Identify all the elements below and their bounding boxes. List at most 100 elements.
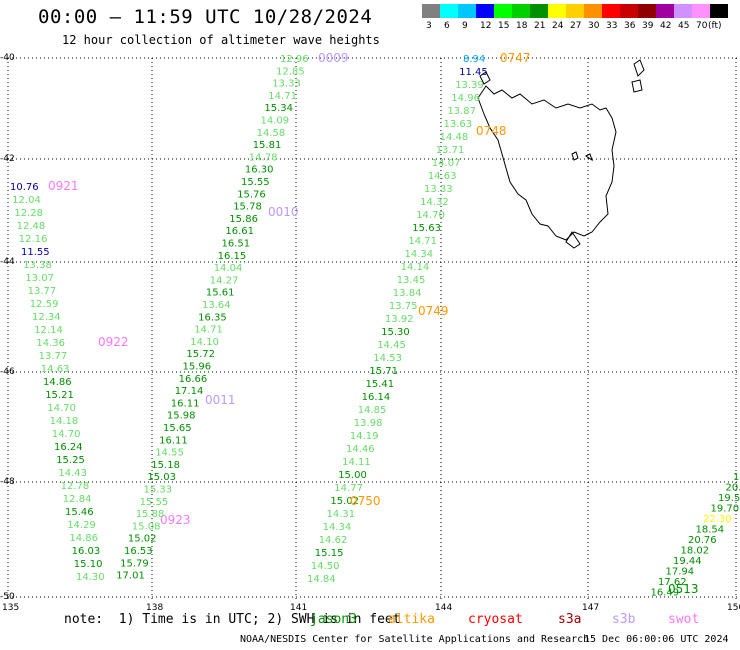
wave-height-value: 16.35: [198, 312, 227, 323]
wave-height-value: 13.75: [389, 301, 418, 312]
wave-height-value: 12.28: [14, 208, 43, 219]
longitude-label: 138: [146, 603, 164, 613]
colorbar-label: 36: [624, 21, 636, 31]
wave-height-value: 13.33: [424, 184, 453, 195]
colorbar-label: 15: [498, 21, 510, 31]
wave-height-value: 14.78: [249, 152, 278, 163]
timestamp-text: 15 Dec 06:00:06 UTC 2024: [584, 634, 729, 645]
wave-height-value: 10.76: [10, 182, 39, 193]
wave-height-value: 14.07: [432, 158, 461, 169]
wave-height-value: 17.01: [116, 571, 145, 582]
wave-height-value: 15.81: [253, 140, 282, 151]
wave-height-value: 14.36: [36, 338, 65, 349]
wave-height-value: 18: [733, 472, 740, 483]
colorbar-label: 24: [552, 21, 564, 31]
header: 00:00 – 11:59 UTC 10/28/2024 12 hour col…: [0, 0, 740, 56]
wave-height-value: 14.63: [428, 171, 457, 182]
track-time-label: 0011: [205, 393, 236, 407]
wave-height-value: 14.63: [41, 364, 70, 375]
wave-height-value: 14.53: [373, 353, 402, 364]
wave-height-value: 15.86: [229, 214, 258, 225]
wave-height-value: 14.43: [58, 468, 87, 479]
track-time-label: 0009: [318, 51, 349, 65]
wave-height-colorbar: 3 6 9 12 15 18 21 24 27 30 33 36 39 42 45 70 (ft): [422, 4, 736, 36]
wave-height-value: 13.98: [354, 418, 383, 429]
wave-height-value: 14.77: [334, 483, 363, 494]
wave-height-value: 14.71: [194, 325, 223, 336]
colorbar-swatch: [458, 4, 476, 18]
track-time-label: 0921: [48, 179, 79, 193]
wave-height-value: 12.96: [280, 54, 309, 65]
wave-height-value: 15.72: [186, 349, 215, 360]
wave-height-value: 19.5: [718, 493, 740, 504]
wave-height-value: 14.96: [451, 93, 480, 104]
colorbar-swatch: [530, 4, 548, 18]
wave-height-value: 13.38: [23, 260, 52, 271]
wave-height-value: 14.18: [50, 416, 79, 427]
wave-height-value: 15.79: [120, 558, 149, 569]
wave-height-value: 19.44: [673, 556, 702, 567]
wave-height-value: 13.63: [444, 119, 473, 130]
colorbar-swatch: [656, 4, 674, 18]
wave-height-value: 14.29: [67, 520, 96, 531]
colorbar-swatch: [674, 4, 692, 18]
wave-height-value: 15.76: [237, 189, 266, 200]
colorbar-swatch: [422, 4, 440, 18]
wave-height-value: 13.71: [436, 145, 465, 156]
track-time-label: 0748: [476, 124, 507, 138]
wave-height-value: 13.92: [385, 314, 414, 325]
wave-height-value: 14.11: [342, 457, 371, 468]
colorbar-label: 70: [696, 21, 708, 31]
wave-height-value: 16.51: [222, 239, 251, 250]
colorbar-swatch: [548, 4, 566, 18]
wave-height-value: 15.63: [412, 223, 441, 234]
latitude-label: -46: [0, 367, 15, 377]
wave-height-value: 15.03: [147, 472, 176, 483]
wave-height-value: 16.49: [651, 588, 680, 599]
colorbar-swatch: [620, 4, 638, 18]
wave-height-value: 14.31: [327, 509, 356, 520]
colorbar-label: 6: [444, 21, 450, 31]
wave-height-value: 14.71: [408, 236, 437, 247]
legend-jason3: jason3: [310, 612, 357, 627]
wave-height-value: 14.45: [377, 340, 406, 351]
wave-height-value: 13.45: [397, 275, 426, 286]
colorbar-label: 45: [678, 21, 690, 31]
wave-height-value: 16.03: [72, 546, 101, 557]
colorbar-label: 18: [516, 21, 528, 31]
wave-height-value: 16.66: [179, 374, 208, 385]
wave-height-value: 15.25: [56, 455, 85, 466]
latitude-label: -40: [0, 53, 15, 63]
wave-height-value: 16.15: [218, 251, 247, 262]
wave-height-value: 12.85: [276, 66, 305, 77]
colorbar-label: 33: [606, 21, 618, 31]
wave-height-value: 14.27: [210, 275, 239, 286]
colorbar-swatch: [638, 4, 656, 18]
wave-height-value: 11.55: [21, 247, 50, 258]
wave-height-value: 15.34: [264, 103, 293, 114]
wave-height-value: 14.50: [311, 561, 340, 572]
wave-height-value: 15.65: [163, 423, 192, 434]
wave-height-value: 16.30: [245, 165, 274, 176]
wave-height-value: 14.71: [268, 91, 297, 102]
wave-height-value: 15.02: [330, 496, 359, 507]
wave-height-value: 13.77: [28, 286, 57, 297]
wave-height-value: 15.15: [315, 548, 344, 559]
colorbar-swatch: [602, 4, 620, 18]
wave-height-value: 14.86: [69, 533, 98, 544]
satellite-legend: jason3 altika cryosat s3a s3b swot: [310, 612, 740, 630]
latitude-label: -42: [0, 154, 15, 164]
wave-height-value: 16.11: [171, 398, 200, 409]
wave-height-value: 13.64: [202, 300, 231, 311]
wave-height-value: 12.16: [19, 234, 48, 245]
wave-height-value: 15.96: [183, 362, 212, 373]
wave-height-value: 12.34: [32, 312, 61, 323]
legend-altika: altika: [388, 612, 435, 627]
colorbar-swatch: [494, 4, 512, 18]
legend-swot: swot: [668, 612, 700, 627]
track-time-label: 0747: [500, 51, 531, 65]
colorbar-label: (ft): [708, 21, 722, 31]
wave-height-value: 15.18: [151, 460, 180, 471]
wave-height-value: 18.54: [696, 525, 725, 536]
wave-height-value: 15.55: [241, 177, 270, 188]
